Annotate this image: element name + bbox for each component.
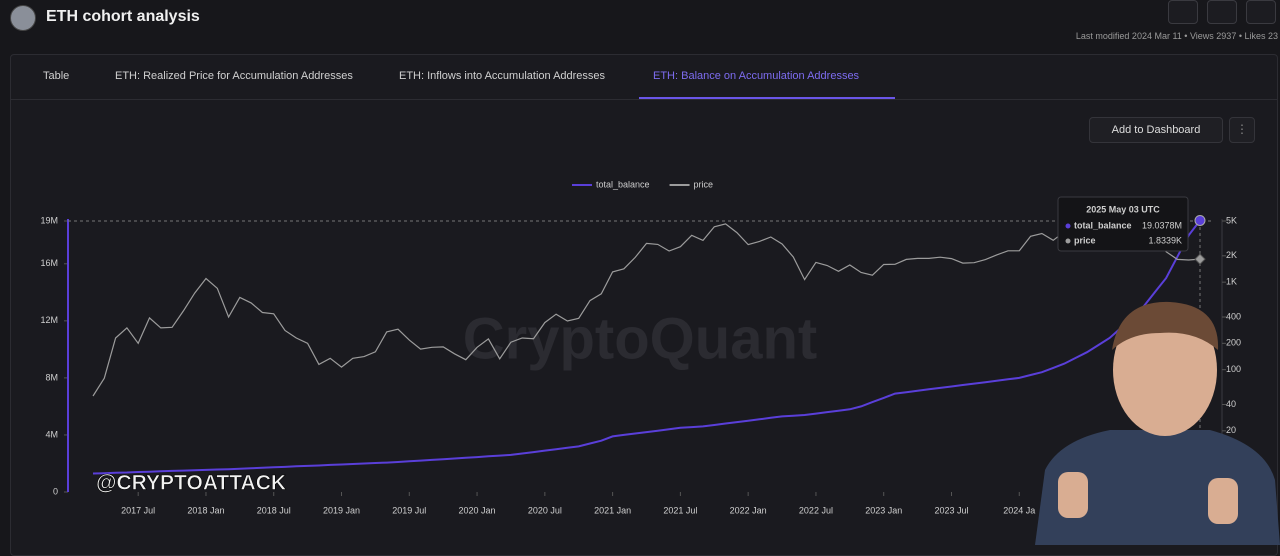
end-marker [1194, 253, 1206, 265]
tab[interactable]: ETH: Inflows into Accumulation Addresses [399, 70, 606, 82]
menu-button[interactable] [1246, 0, 1276, 24]
add-button[interactable]: Add to Dashboard [1089, 117, 1223, 143]
y-tick-label: 8M [45, 372, 58, 382]
x-tick-label: 2023 Jan [865, 505, 902, 515]
active-tab-indicator [639, 97, 895, 99]
tab[interactable]: Table [43, 70, 70, 82]
y2-tick-label: 1K [1226, 277, 1237, 287]
end-marker [1194, 214, 1206, 226]
meta-info: Last modified 2024 Mar 11 • Views 2937 •… [1075, 31, 1278, 41]
y-tick-label: 0 [53, 486, 58, 496]
x-tick-label: 2021 Jan [594, 505, 631, 515]
photo-hand [1058, 472, 1088, 518]
y-tick-label: 16M [40, 258, 58, 268]
tooltip-date: 2025 May 03 UTC [1086, 204, 1160, 214]
y-tick-label: 19M [40, 215, 58, 225]
photo-hair [1112, 301, 1219, 350]
x-tick-label: 2019 Jan [323, 505, 360, 515]
x-tick-label: 2023 Jul [934, 505, 968, 515]
tooltip-swatch [1065, 223, 1071, 229]
tab[interactable]: ETH: Balance on Accumulation Addresses [653, 70, 860, 82]
series-line [92, 219, 1201, 475]
series-line [92, 223, 1201, 397]
like-button[interactable] [1168, 0, 1198, 24]
panel: Table ETH: Realized Price for Accumulati… [10, 54, 1278, 556]
y2-tick-label: 200 [1226, 338, 1241, 348]
y2-tick-label: 100 [1226, 364, 1241, 374]
avatar [10, 5, 36, 31]
tab-bar: Table ETH: Realized Price for Accumulati… [11, 55, 1277, 100]
x-tick-label: 2020 Jan [459, 505, 496, 515]
legend-label: price [694, 179, 714, 189]
tooltip-swatch [1065, 238, 1071, 244]
y2-tick-label: 2K [1226, 250, 1237, 260]
bookmark-button[interactable] [1207, 0, 1237, 24]
tooltip-box [1057, 196, 1189, 252]
watermark: CryptoQuant [463, 306, 817, 371]
photo-overlay [1035, 301, 1280, 545]
x-tick-label: 2024 Ja [1003, 505, 1035, 515]
watermark: @CRYPTOATTACK [96, 472, 286, 495]
photo-hand [1208, 478, 1238, 524]
x-tick-label: 2017 Jul [121, 505, 155, 515]
x-tick-label: 2020 Jul [528, 505, 562, 515]
legend-label: total_balance [596, 179, 650, 189]
tooltip: 2025 May 03 UTC total_balance 19.0378M pric… [1057, 196, 1189, 252]
x-tick-label: 2022 Jan [730, 505, 767, 515]
y-tick-label: 4M [45, 429, 58, 439]
x-tick-label: 2021 Jul [663, 505, 697, 515]
y2-tick-label: 400 [1226, 311, 1241, 321]
tooltip-name: price [1074, 235, 1096, 245]
tooltip-name: total_balance [1074, 220, 1132, 230]
y-tick-label: 12M [40, 315, 58, 325]
y2-tick-label: 20 [1226, 425, 1236, 435]
y2-tick-label: 40 [1226, 399, 1236, 409]
tooltip-value: 19.0378M [1142, 220, 1182, 230]
x-tick-label: 2022 Jul [799, 505, 833, 515]
x-tick-label: 2019 Jul [392, 505, 426, 515]
dashboard-title: ETH cohort analysis [46, 8, 200, 25]
tab[interactable]: ETH: Realized Price for Accumulation Add… [115, 70, 353, 82]
more-button[interactable]: ⋮ [1229, 117, 1255, 143]
tooltip-value: 1.8339K [1148, 235, 1182, 245]
y2-tick-label: 5K [1226, 215, 1237, 225]
header: ETH cohort analysis Last modified 2024 M… [0, 0, 1280, 50]
x-tick-label: 2018 Jan [187, 505, 224, 515]
x-tick-label: 2018 Jul [257, 505, 291, 515]
photo-head [1113, 304, 1217, 436]
